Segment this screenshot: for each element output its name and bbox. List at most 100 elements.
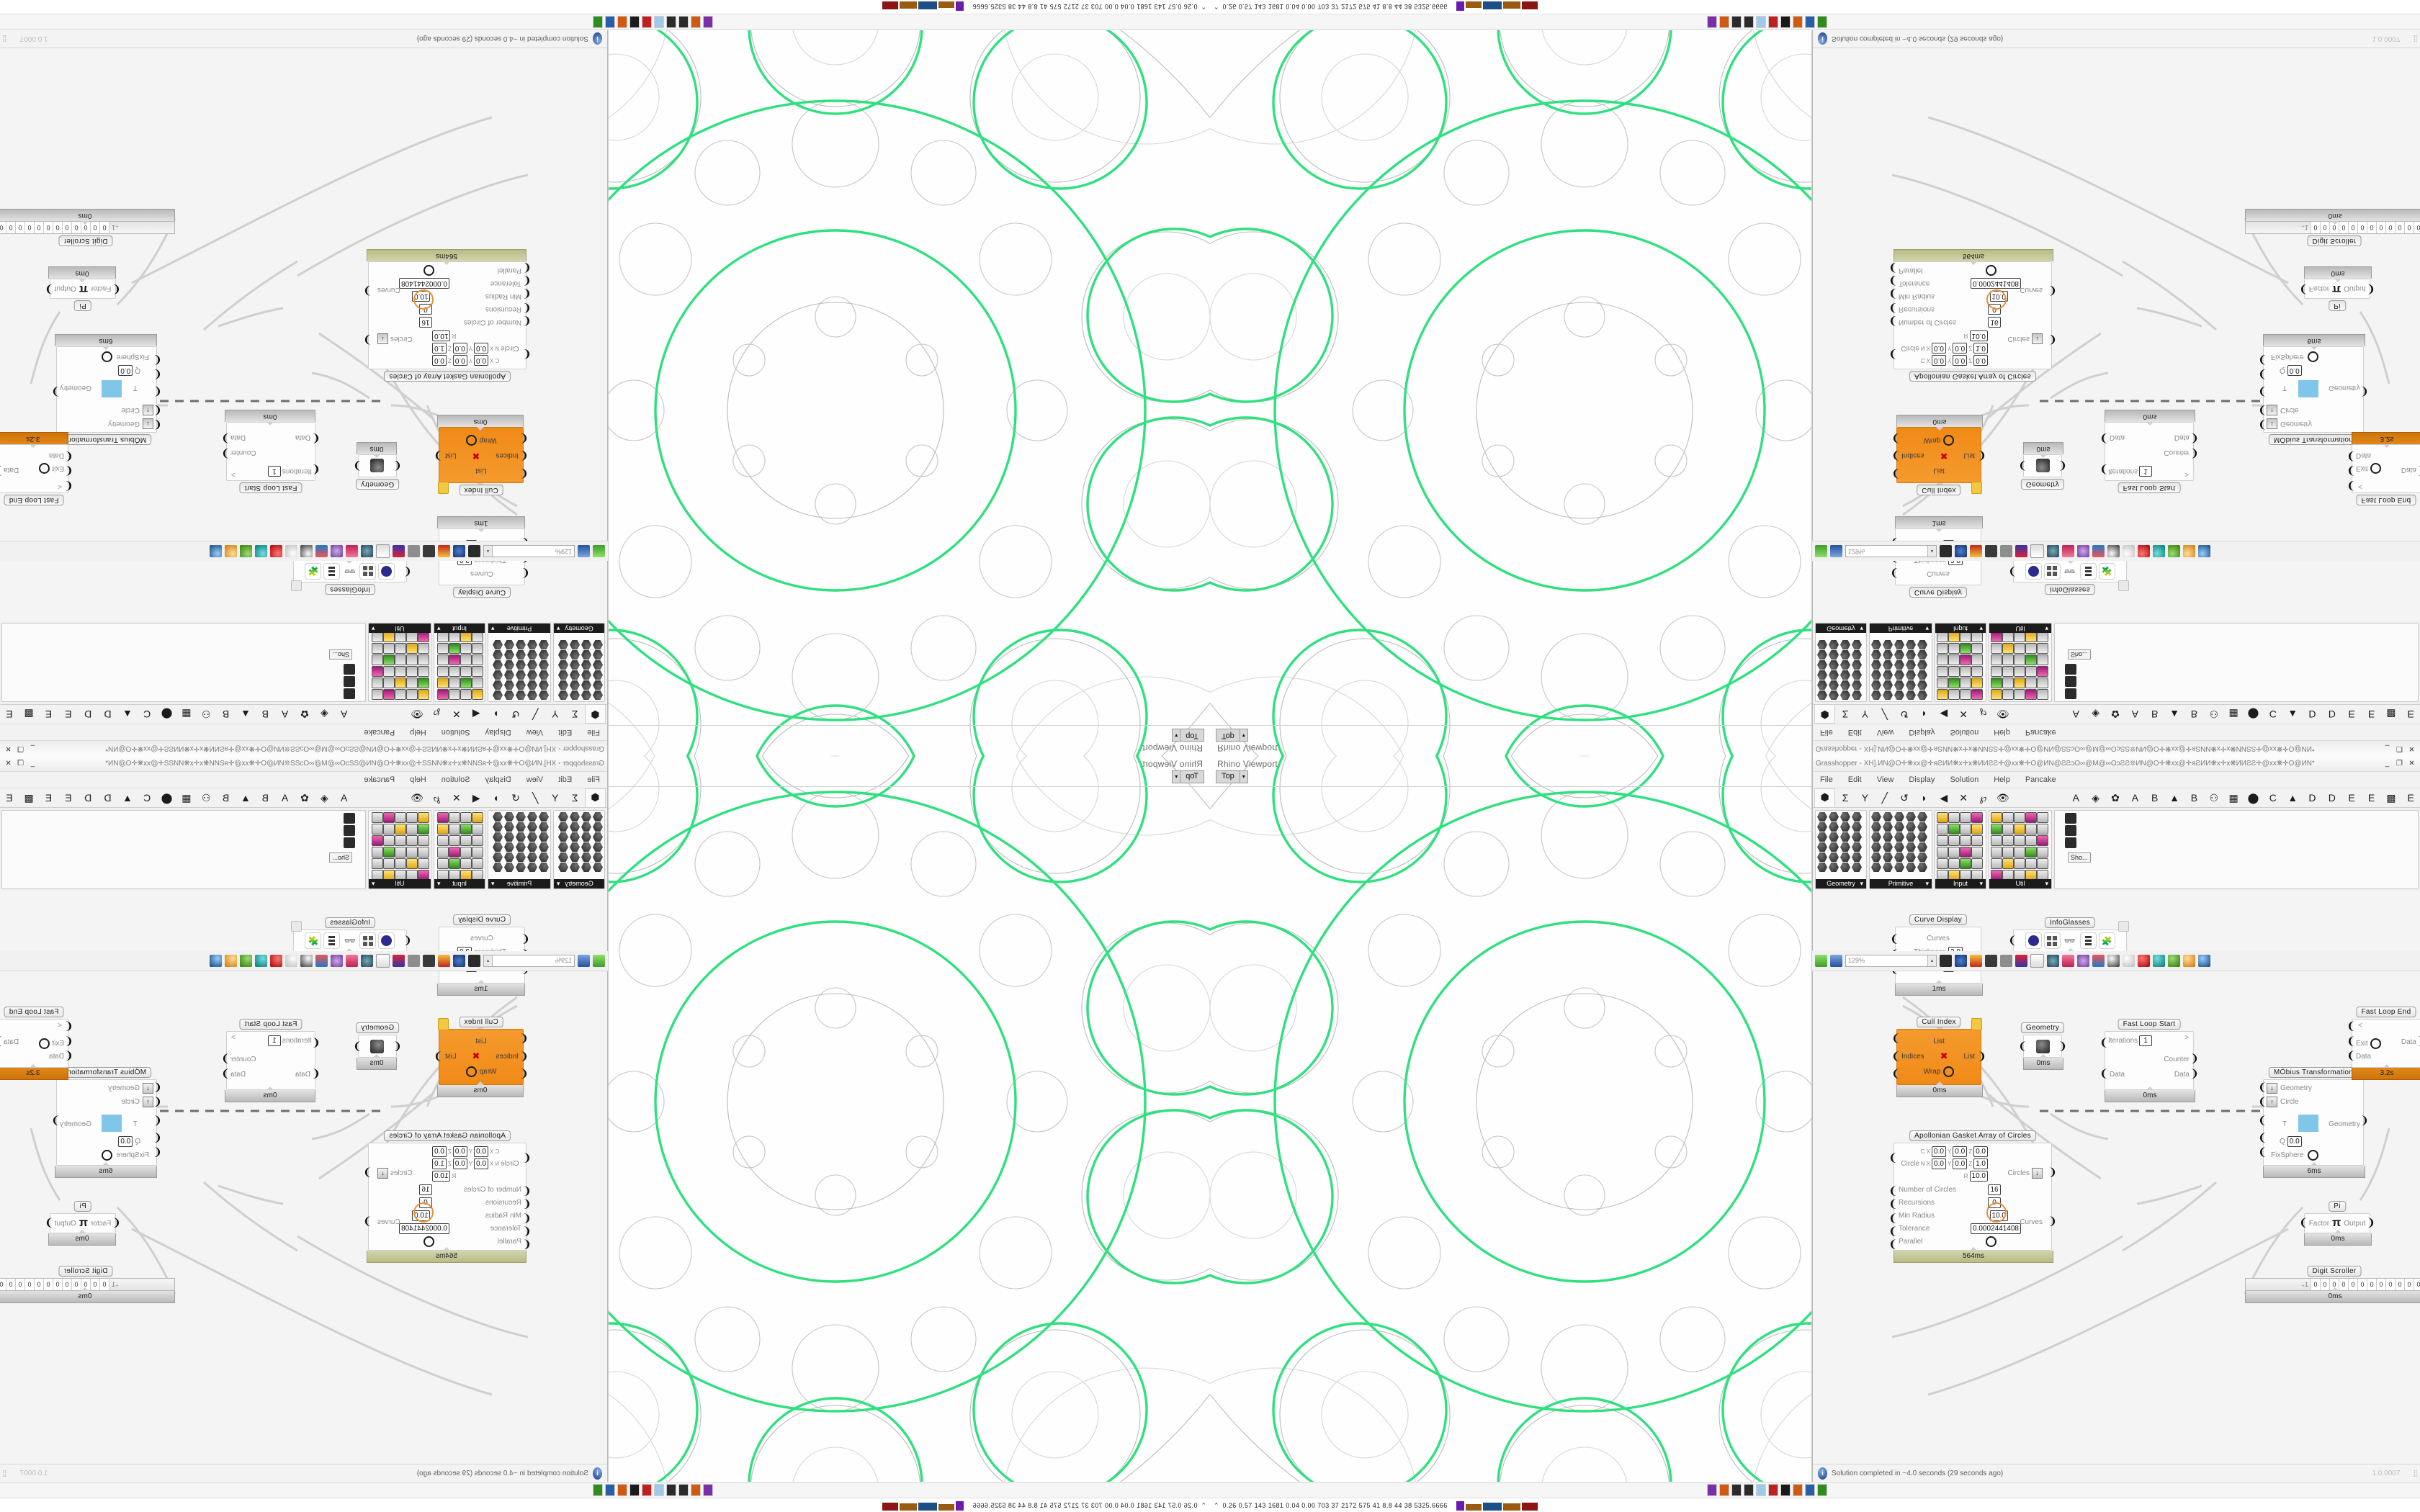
chevron-up-icon[interactable]: ↑ xyxy=(2267,1097,2277,1107)
stack-icon[interactable] xyxy=(323,932,341,949)
scroller-icon[interactable] xyxy=(344,837,355,848)
component-icon[interactable] xyxy=(406,689,418,700)
ribbon-tab-right-1[interactable]: ◈ xyxy=(2092,708,2100,720)
component-icon[interactable] xyxy=(558,832,568,842)
taskbar-app-icon[interactable] xyxy=(593,1484,603,1496)
chevron-down-icon[interactable]: ▾ xyxy=(1172,729,1180,742)
node-flag[interactable] xyxy=(291,921,302,932)
component-icon[interactable] xyxy=(493,852,503,862)
grasshopper-canvas[interactable]: Curve Display Curves Thickness 2.0 Color xyxy=(0,891,607,1464)
node-body[interactable]: < Exit Data Data ❨ ❨ ❨ ❩ xyxy=(0,1019,73,1068)
component-icon[interactable] xyxy=(372,835,383,846)
chevron-down-icon[interactable]: ▾ xyxy=(491,625,495,632)
scroller-digit[interactable]: 0 xyxy=(2311,222,2320,233)
sphere-ghost-icon[interactable] xyxy=(2123,545,2135,557)
component-icon[interactable] xyxy=(558,842,568,852)
component-icon[interactable] xyxy=(2037,666,2048,677)
r-value[interactable]: 10.0 xyxy=(1969,330,1988,341)
component-icon[interactable] xyxy=(449,666,460,677)
component-icon[interactable] xyxy=(1937,812,1948,823)
scroller-digit[interactable]: 0 xyxy=(25,222,35,233)
ribbon-tab-right-3[interactable]: A xyxy=(2131,708,2139,720)
component-icon[interactable] xyxy=(460,689,472,700)
c-x-value[interactable]: 0.0 xyxy=(1932,1146,1946,1157)
node-fast-loop-start[interactable]: Fast Loop Start > Iterations 1 Counter D… xyxy=(221,410,321,493)
taskbar-app-icon[interactable] xyxy=(666,1484,676,1496)
taskbar-app-icon[interactable] xyxy=(605,16,615,28)
chevron-down-icon[interactable]: ▾ xyxy=(1979,880,1983,887)
ribbon-tab-strip[interactable]: ⬢ Σ Y ╱ ↺ ◗ ◀ ✕ ℘ 👁 A ◈ ✿ A B ▲ B ⚇ ▦ ⬤ C ▲ D D E E ▩ E xyxy=(1813,788,2420,808)
component-icon[interactable] xyxy=(449,824,460,834)
menu-pancake[interactable]: Pancake xyxy=(2025,728,2056,737)
component-icon[interactable] xyxy=(1817,832,1827,842)
component-icon[interactable] xyxy=(1971,654,1983,665)
ribbon-tab-right-8[interactable]: ▦ xyxy=(2228,708,2238,720)
taskbar-app-icon[interactable] xyxy=(617,16,627,28)
chevron-down-icon[interactable]: ▾ xyxy=(437,625,441,632)
component-icon[interactable] xyxy=(372,858,383,869)
component-icon[interactable] xyxy=(437,847,449,858)
component-icon[interactable] xyxy=(593,670,603,680)
component-icon[interactable] xyxy=(539,863,549,872)
node-fast-loop-end[interactable]: Fast Loop End < Exit Data Data ❨ ❨ ❨ xyxy=(2347,432,2420,505)
component-icon[interactable] xyxy=(1991,689,2002,700)
component-icon[interactable] xyxy=(383,847,395,858)
sphere-ghost-icon[interactable] xyxy=(285,955,297,967)
component-icon[interactable] xyxy=(1937,654,1948,665)
n-z-value[interactable]: 1.0 xyxy=(1973,343,1988,354)
component-icon[interactable] xyxy=(570,690,580,700)
scroller-digit[interactable]: 0 xyxy=(2404,1279,2414,1290)
component-icon[interactable] xyxy=(516,680,526,690)
component-icon[interactable] xyxy=(1883,650,1893,660)
ribbon-tab-9[interactable]: 👁 xyxy=(411,792,424,804)
component-icon[interactable] xyxy=(1917,680,1927,690)
taskbar-app-icon[interactable] xyxy=(666,16,676,28)
window-controls[interactable]: _ ❐ ✕ xyxy=(2383,760,2420,768)
node-geometry-param[interactable]: Geometry ❨ ❩ 0ms xyxy=(2018,442,2067,490)
component-icon[interactable] xyxy=(1894,863,1904,872)
ribbon-tab-right-12[interactable]: D xyxy=(104,792,112,804)
open-folder-icon[interactable] xyxy=(1815,545,1827,557)
component-icon[interactable] xyxy=(593,863,603,872)
component-icon[interactable] xyxy=(581,832,591,842)
menu-display[interactable]: Display xyxy=(485,728,511,737)
component-icon[interactable] xyxy=(1906,822,1916,832)
scroller-digit[interactable]: 0 xyxy=(53,1279,63,1290)
component-icon[interactable] xyxy=(516,852,526,862)
component-icon[interactable] xyxy=(2014,847,2025,858)
component-icon[interactable] xyxy=(1871,822,1881,832)
menu-help[interactable]: Help xyxy=(410,775,426,784)
component-icon[interactable] xyxy=(449,678,460,688)
sphere-blue-icon[interactable] xyxy=(210,955,222,967)
number-of-circles-value[interactable]: 16 xyxy=(1988,317,2001,328)
component-icon[interactable] xyxy=(437,689,449,700)
node-warning-flag[interactable] xyxy=(438,482,449,494)
render-icon[interactable] xyxy=(438,955,450,967)
component-icon[interactable] xyxy=(570,650,580,660)
component-icon[interactable] xyxy=(1991,812,2002,823)
menu-bar[interactable]: File Edit View Display Solution Help Pan… xyxy=(0,772,607,788)
component-icon[interactable] xyxy=(1894,852,1904,862)
palette-icon-grid[interactable] xyxy=(1935,811,1986,882)
tolerance-value[interactable]: 0.0002441408 xyxy=(1971,278,2021,289)
component-icon[interactable] xyxy=(539,852,549,862)
component-icon[interactable] xyxy=(1829,650,1839,660)
component-icon[interactable] xyxy=(2002,824,2014,834)
taskbar-app-icon[interactable] xyxy=(678,1484,689,1496)
component-icon[interactable] xyxy=(504,660,514,670)
tolerance-value[interactable]: 0.0002441408 xyxy=(399,1223,449,1234)
open-folder-icon[interactable] xyxy=(593,545,605,557)
component-icon[interactable] xyxy=(1948,643,1960,654)
component-icon[interactable] xyxy=(516,842,526,852)
os-taskbar[interactable] xyxy=(1210,1482,2420,1498)
ribbon-tab-9[interactable]: 👁 xyxy=(411,708,424,720)
stack-icon[interactable] xyxy=(323,563,341,580)
ribbon-tab-3[interactable]: ╱ xyxy=(1881,708,1888,720)
component-icon[interactable] xyxy=(449,654,460,665)
chevron-down-icon[interactable]: ↓ xyxy=(143,418,153,429)
ribbon-tab-right-15[interactable]: E xyxy=(45,792,53,804)
component-icon[interactable] xyxy=(1906,670,1916,680)
component-icon[interactable] xyxy=(1991,666,2002,677)
component-icon[interactable] xyxy=(516,650,526,660)
parallel-toggle[interactable] xyxy=(424,265,434,276)
